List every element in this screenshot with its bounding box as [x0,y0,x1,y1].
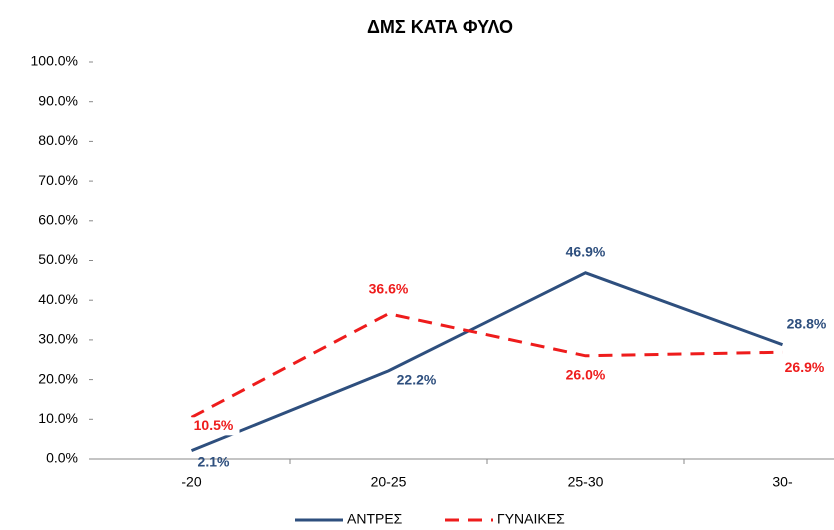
y-tick-label: 70.0% [38,172,78,188]
y-tick-label: 50.0% [38,251,78,267]
label-bg [362,280,415,299]
data-label: 28.8% [787,315,827,331]
x-tick-label: -20 [181,474,201,490]
y-tick-label: 10.0% [38,410,78,426]
data-label: 26.0% [566,366,606,382]
legend-label: ΓΥΝΑΙΚΕΣ [497,511,565,527]
data-label: 2.1% [198,453,230,469]
y-tick-label: 80.0% [38,132,78,148]
data-label: 22.2% [397,372,437,388]
y-tick-label: 100.0% [31,53,78,69]
legend-label: ΑΝΤΡΕΣ [347,511,403,527]
label-bg [187,417,240,436]
y-tick-label: 20.0% [38,370,78,386]
label-bg [778,359,831,378]
y-tick-label: 60.0% [38,212,78,228]
x-tick-label: 20-25 [371,474,407,490]
y-tick-label: 0.0% [46,450,78,466]
data-label: 10.5% [194,417,234,433]
label-bg [559,366,612,385]
series-line [190,271,784,453]
x-tick-label: 25-30 [568,474,604,490]
y-tick-label: 30.0% [38,331,78,347]
y-tick-label: 90.0% [38,92,78,108]
data-label: 26.9% [785,359,825,375]
series-line [190,312,783,419]
data-label: 46.9% [566,244,606,260]
data-label: 36.6% [369,280,409,296]
chart-title: ΔΜΣ ΚΑΤΑ ΦΥΛΟ [367,17,513,37]
y-tick-label: 40.0% [38,291,78,307]
x-tick-label: 30- [772,474,793,490]
